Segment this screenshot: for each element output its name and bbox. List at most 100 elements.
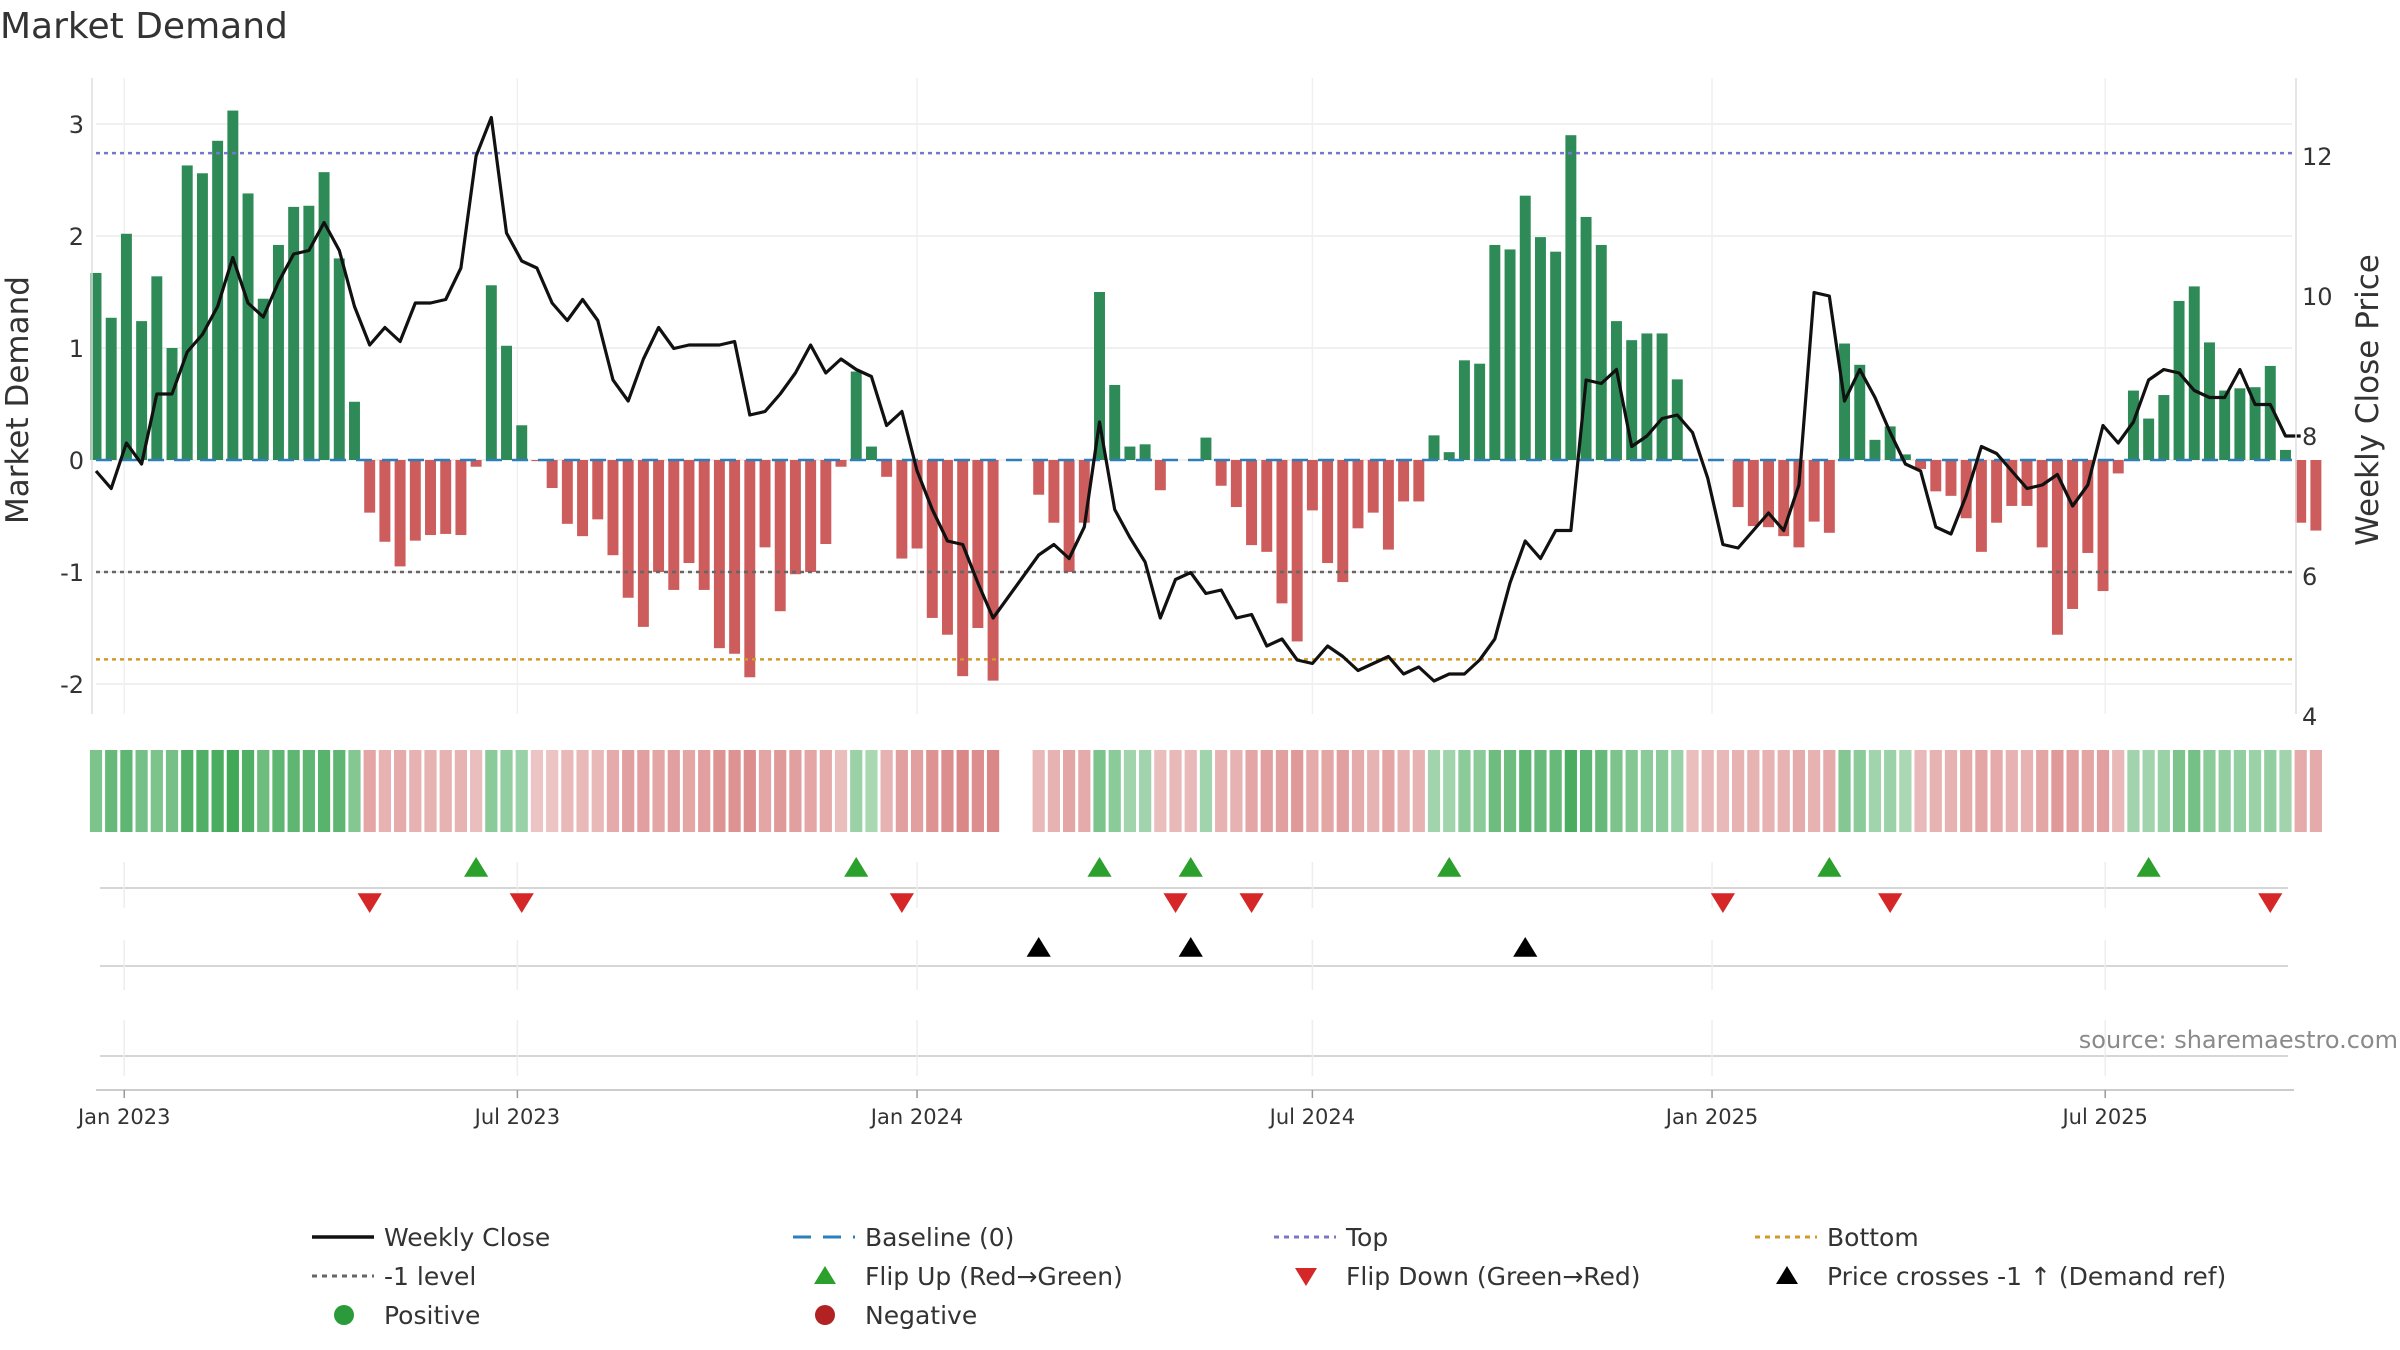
demand-bar-negative: [1975, 460, 1987, 552]
legend-label: -1 level: [384, 1262, 476, 1291]
demand-bar-positive: [1550, 251, 1562, 460]
heat-cell: [910, 750, 924, 832]
heat-cell: [2127, 750, 2140, 832]
right-tick-label: 4: [2302, 703, 2317, 731]
demand-bar-positive: [2158, 395, 2170, 460]
demand-bar-negative: [957, 460, 969, 677]
heat-cell: [333, 750, 346, 832]
legend-swatch-triangle-down: [1295, 1268, 1317, 1286]
heat-cell: [89, 750, 103, 832]
heat-cell: [470, 750, 483, 832]
demand-bar-positive: [2173, 300, 2185, 460]
demand-bar-negative: [2036, 460, 2048, 548]
heat-cell: [1640, 750, 1653, 832]
heat-cell: [622, 750, 635, 832]
demand-bar-negative: [2082, 460, 2094, 553]
demand-bar-negative: [972, 460, 984, 628]
heat-cell: [1808, 750, 1821, 832]
demand-bar-negative: [805, 460, 817, 572]
heat-cell: [1549, 750, 1562, 832]
demand-bar-negative: [607, 460, 619, 556]
demand-bar-positive: [120, 233, 132, 460]
heat-cell: [515, 750, 528, 832]
demand-bar-negative: [364, 460, 376, 513]
heat-cell: [1838, 750, 1851, 832]
demand-bar-positive: [227, 110, 239, 460]
heat-cell: [1336, 750, 1349, 832]
heat-cell: [1291, 750, 1304, 832]
heat-cell: [1929, 750, 1942, 832]
legend-label: Baseline (0): [865, 1223, 1014, 1252]
demand-bar-negative: [1261, 460, 1273, 552]
demand-bar-negative: [987, 460, 999, 681]
heat-cell: [743, 750, 756, 832]
demand-bar-positive: [1504, 249, 1516, 460]
demand-bar-negative: [455, 460, 467, 536]
heat-cell: [1412, 750, 1425, 832]
heat-cell: [1990, 750, 2003, 832]
demand-bar-positive: [1139, 444, 1151, 460]
heat-cell: [485, 750, 498, 832]
demand-bar-positive: [1565, 135, 1577, 460]
demand-bar-negative: [2021, 460, 2033, 506]
demand-bar-positive: [1899, 454, 1911, 460]
heat-cell: [2081, 750, 2094, 832]
heat-cell: [302, 750, 315, 832]
demand-bar-negative: [561, 460, 573, 524]
left-tick-label: 3: [69, 111, 84, 139]
heat-cell: [956, 750, 969, 832]
date-tick-label: Jul 2023: [473, 1105, 560, 1129]
heat-cell: [728, 750, 741, 832]
heat-cell: [1230, 750, 1243, 832]
heat-cell: [865, 750, 878, 832]
heat-cell: [1610, 750, 1623, 832]
heat-cell: [409, 750, 422, 832]
flip-down-marker: [2258, 893, 2283, 913]
heat-cell: [454, 750, 468, 832]
right-tick-label: 12: [2302, 143, 2333, 171]
heat-cell: [287, 750, 300, 832]
heat-cell: [850, 750, 863, 832]
demand-bar-positive: [90, 272, 102, 460]
demand-bar-positive: [288, 206, 300, 460]
flip-down-marker: [1710, 893, 1736, 913]
demand-bar-positive: [303, 205, 315, 460]
heat-cell: [834, 750, 848, 832]
heat-cell: [2188, 750, 2201, 832]
heat-cell: [120, 750, 133, 832]
demand-bar-negative: [1246, 460, 1258, 546]
demand-bar-positive: [485, 285, 497, 460]
heat-cell: [2264, 750, 2277, 832]
heat-cell: [2112, 750, 2125, 832]
heat-cell: [363, 750, 376, 832]
heat-cell: [1488, 750, 1501, 832]
heat-cell: [1078, 750, 1091, 832]
heat-cell: [1427, 750, 1441, 832]
demand-bar-negative: [1063, 460, 1075, 572]
heat-cell: [2203, 750, 2216, 832]
heat-cell: [181, 750, 194, 832]
heat-cell: [637, 750, 650, 832]
demand-bar-positive: [1200, 437, 1212, 460]
date-tick-label: Jul 2025: [2060, 1105, 2147, 1129]
demand-bar-positive: [181, 165, 193, 460]
reference-levels: [96, 151, 2292, 661]
flip-up-marker: [844, 857, 869, 877]
demand-bar-negative: [911, 460, 923, 549]
heat-cell: [713, 750, 726, 832]
demand-bar-positive: [105, 317, 117, 460]
flip-down-marker: [1163, 893, 1188, 913]
demand-bar-positive: [2234, 388, 2246, 460]
flip-down-marker: [1239, 893, 1264, 913]
source-note: source: sharemaestro.com: [2079, 1026, 2398, 1054]
right-axis-title: Weekly Close Price: [2350, 254, 2386, 546]
heat-cell: [1777, 750, 1790, 832]
heat-cell: [1595, 750, 1608, 832]
demand-bar-negative: [668, 460, 680, 590]
legend-label: Price crosses -1 ↑ (Demand ref): [1827, 1262, 2226, 1291]
legend-label: Top: [1345, 1223, 1388, 1252]
demand-bar-negative: [1398, 460, 1410, 502]
demand-bar-positive: [1109, 384, 1121, 460]
heat-cell: [2051, 750, 2064, 832]
heat-cell: [241, 750, 255, 832]
